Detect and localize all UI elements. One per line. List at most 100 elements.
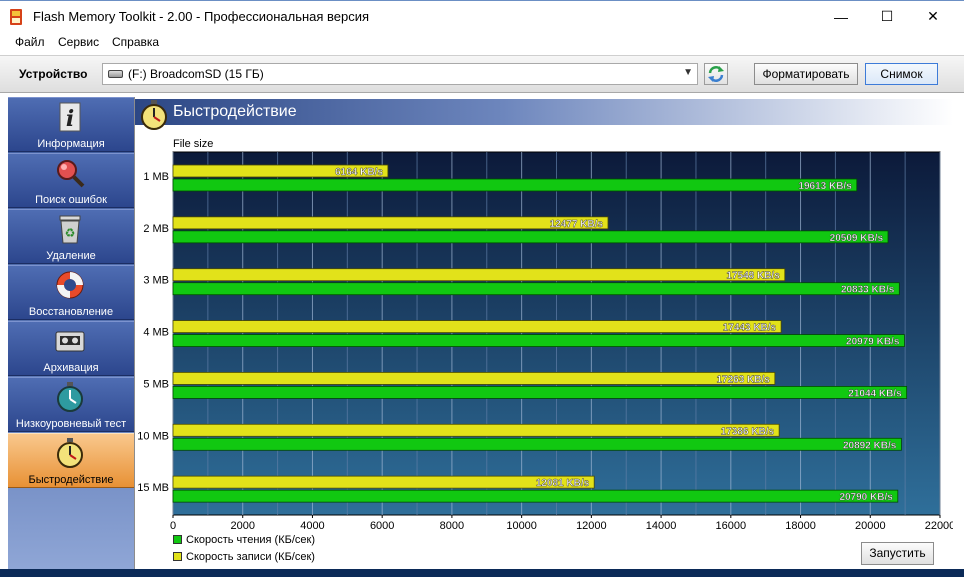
- toolbar: Устройство (F:) BroadcomSD (15 ГБ) ▼ Фор…: [0, 55, 964, 93]
- sidebar-item-backup[interactable]: Архивация: [8, 321, 134, 376]
- taskbar-edge: [0, 569, 964, 577]
- write-value-label: 17548 KB/s: [726, 271, 780, 282]
- read-value-label: 21044 KB/s: [848, 388, 902, 399]
- write-bar: [172, 320, 782, 333]
- svg-text:♻: ♻: [65, 226, 76, 240]
- x-tick-label: 14000: [646, 520, 677, 532]
- menu-help[interactable]: Справка: [112, 35, 160, 49]
- read-bar: [172, 437, 902, 451]
- write-bar: [172, 164, 389, 178]
- refresh-button[interactable]: [704, 63, 728, 85]
- read-bar: [172, 386, 908, 399]
- sidebar-item-info[interactable]: i Информация: [8, 97, 134, 152]
- device-value: (F:) BroadcomSD (15 ГБ): [128, 67, 264, 81]
- write-bar: [172, 372, 776, 385]
- sidebar-item-delete[interactable]: ♻ Удаление: [8, 209, 134, 264]
- snapshot-button[interactable]: Снимок: [865, 63, 938, 85]
- category-label: 5 MB: [143, 378, 169, 390]
- minimize-button[interactable]: —: [818, 1, 864, 32]
- page-header: Быстродействие: [135, 99, 953, 125]
- legend-write-label: Скорость записи (КБ/сек): [186, 551, 315, 563]
- write-bar: [172, 423, 780, 437]
- read-bar: [172, 334, 905, 347]
- stopwatch-icon: [57, 382, 83, 412]
- maximize-button[interactable]: ☐: [864, 1, 910, 32]
- legend-write: Скорость записи (КБ/сек): [173, 551, 315, 563]
- run-button[interactable]: Запустить: [861, 542, 934, 565]
- read-value-label: 20790 KB/s: [839, 492, 893, 503]
- sidebar-item-label: Восстановление: [28, 306, 114, 318]
- sidebar-item-label: Низкоуровневый тест: [15, 418, 127, 430]
- menu-bar: Файл Сервис Справка: [0, 32, 964, 52]
- write-value-label: 12477 KB/s: [550, 219, 604, 230]
- write-value-label: 17386 KB/s: [721, 426, 775, 437]
- sidebar-item-error-scan[interactable]: Поиск ошибок: [8, 153, 134, 208]
- page-title: Быстродействие: [173, 103, 297, 120]
- write-value-label: 17263 KB/s: [716, 374, 770, 385]
- lifebuoy-icon: [56, 271, 84, 299]
- drive-icon: [108, 70, 123, 78]
- menu-service[interactable]: Сервис: [58, 35, 100, 49]
- format-button[interactable]: Форматировать: [754, 63, 858, 85]
- sidebar-item-label: Информация: [37, 138, 105, 150]
- write-value-label: 12081 KB/s: [536, 478, 590, 489]
- sidebar-item-label: Быстродействие: [28, 474, 114, 486]
- chevron-down-icon: ▼: [683, 67, 693, 78]
- recycle-bin-icon: ♻: [59, 215, 81, 244]
- x-tick-label: 16000: [716, 520, 747, 532]
- x-tick-label: 4000: [300, 520, 324, 532]
- menu-file[interactable]: Файл: [15, 35, 45, 49]
- magnifier-icon: [57, 160, 85, 188]
- read-bar: [172, 489, 899, 503]
- write-value-label: 17443 KB/s: [723, 323, 777, 334]
- sidebar-item-restore[interactable]: Восстановление: [8, 265, 134, 320]
- maximize-icon: ☐: [880, 8, 894, 24]
- minimize-icon: —: [834, 8, 848, 25]
- info-icon: i: [59, 102, 81, 132]
- legend-read-swatch: [173, 535, 182, 544]
- x-tick-label: 20000: [855, 520, 886, 532]
- close-button[interactable]: ✕: [910, 1, 956, 32]
- title-bar: Flash Memory Toolkit - 2.00 - Профессион…: [0, 0, 964, 32]
- category-label: 2 MB: [143, 223, 169, 235]
- read-value-label: 20509 KB/s: [830, 233, 884, 244]
- x-tick-label: 18000: [785, 520, 816, 532]
- tape-icon: [55, 331, 85, 352]
- performance-chart: 0 2000 4000 6000 8000 10000 12000 14000 16000 180…: [137, 151, 953, 532]
- category-label: 10 MB: [137, 430, 169, 442]
- close-icon: ✕: [927, 8, 939, 24]
- category-label: 3 MB: [143, 275, 169, 287]
- x-tick-label: 12000: [576, 520, 607, 532]
- sidebar-item-label: Поиск ошибок: [35, 194, 107, 206]
- x-tick-label: 0: [170, 520, 176, 532]
- axis-title: File size: [173, 138, 214, 150]
- sidebar-item-label: Архивация: [43, 362, 99, 374]
- device-select[interactable]: (F:) BroadcomSD (15 ГБ) ▼: [102, 63, 698, 85]
- app-icon: [10, 9, 22, 25]
- sidebar-item-low-level-test[interactable]: Низкоуровневый тест: [8, 377, 134, 432]
- sidebar-item-label: Удаление: [46, 250, 96, 262]
- read-value-label: 19613 KB/s: [798, 181, 852, 192]
- write-value-label: 6164 KB/s: [335, 167, 383, 178]
- write-bar: [172, 268, 786, 282]
- x-tick-label: 2000: [230, 520, 254, 532]
- category-label: 4 MB: [143, 327, 169, 339]
- read-value-label: 20833 KB/s: [841, 285, 895, 296]
- read-value-label: 20979 KB/s: [846, 337, 900, 348]
- read-bar: [172, 230, 889, 244]
- svg-text:i: i: [66, 106, 74, 132]
- window-title: Flash Memory Toolkit - 2.00 - Профессион…: [33, 9, 370, 24]
- refresh-icon: [708, 66, 724, 82]
- category-label: 1 MB: [143, 171, 169, 183]
- sidebar-item-performance[interactable]: Быстродействие: [8, 433, 134, 488]
- sidebar: i Информация Поиск ошибок ♻ Удаление Вос…: [8, 97, 134, 569]
- read-bar: [172, 282, 900, 296]
- x-tick-label: 10000: [506, 520, 537, 532]
- x-tick-label: 22000: [925, 520, 953, 532]
- read-value-label: 20892 KB/s: [843, 440, 897, 451]
- device-label: Устройство: [19, 67, 88, 81]
- write-bar: [172, 475, 595, 489]
- legend-read: Скорость чтения (КБ/сек): [173, 534, 315, 546]
- category-label: 15 MB: [137, 482, 169, 494]
- stopwatch-icon: [57, 438, 83, 468]
